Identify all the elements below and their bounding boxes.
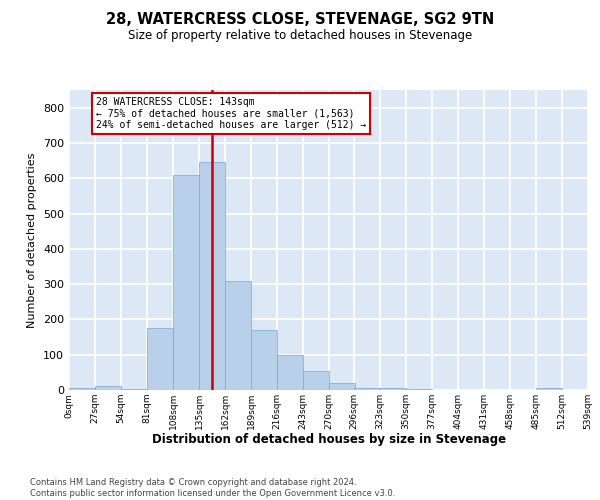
Bar — [329, 383, 355, 390]
Bar — [95, 386, 121, 390]
Text: 28 WATERCRESS CLOSE: 143sqm
← 75% of detached houses are smaller (1,563)
24% of : 28 WATERCRESS CLOSE: 143sqm ← 75% of det… — [96, 97, 366, 130]
Text: 28, WATERCRESS CLOSE, STEVENAGE, SG2 9TN: 28, WATERCRESS CLOSE, STEVENAGE, SG2 9TN — [106, 12, 494, 28]
Bar — [406, 389, 432, 390]
Bar — [251, 330, 277, 390]
Bar — [354, 388, 380, 390]
Bar — [69, 388, 95, 390]
Text: Distribution of detached houses by size in Stevenage: Distribution of detached houses by size … — [152, 432, 506, 446]
Bar — [303, 370, 329, 390]
Bar — [277, 354, 303, 390]
Bar — [147, 328, 173, 390]
Bar — [536, 388, 562, 390]
Text: Size of property relative to detached houses in Stevenage: Size of property relative to detached ho… — [128, 29, 472, 42]
Bar — [225, 280, 251, 390]
Bar — [199, 162, 225, 390]
Bar — [380, 388, 406, 390]
Y-axis label: Number of detached properties: Number of detached properties — [28, 152, 37, 328]
Bar — [173, 174, 199, 390]
Text: Contains HM Land Registry data © Crown copyright and database right 2024.
Contai: Contains HM Land Registry data © Crown c… — [30, 478, 395, 498]
